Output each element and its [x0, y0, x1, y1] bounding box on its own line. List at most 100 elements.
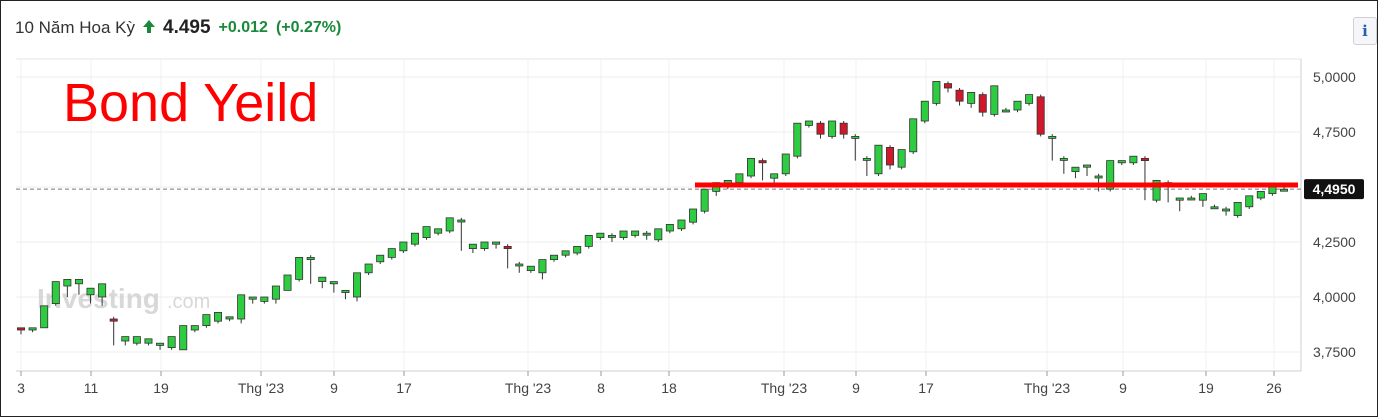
candle: [376, 254, 385, 264]
candle-body-up: [793, 122, 802, 157]
candle-body-down: [886, 146, 895, 166]
instrument-name: 10 Năm Hoa Kỳ: [15, 18, 135, 37]
candle-body-down: [978, 94, 987, 113]
price-change: +0.012: [218, 19, 268, 36]
candle: [955, 88, 964, 106]
candle-body-up: [596, 232, 605, 238]
candle: [144, 338, 153, 346]
candle: [399, 241, 408, 253]
candle: [445, 217, 454, 234]
candle: [86, 287, 95, 304]
candle-body-up: [1152, 179, 1161, 201]
candle-body-up: [225, 316, 234, 320]
candle: [781, 153, 790, 176]
candle: [329, 281, 338, 293]
candle-body-up: [550, 254, 559, 260]
candle: [1071, 166, 1080, 179]
x-tick-label: 11: [84, 380, 99, 396]
candle: [248, 296, 257, 304]
candle-body-up: [1117, 160, 1126, 164]
candle-body-up: [202, 314, 211, 327]
candle: [1210, 204, 1219, 210]
candle-body-up: [677, 219, 686, 230]
candle: [28, 327, 37, 333]
candle: [51, 281, 60, 306]
candle: [318, 276, 327, 289]
candle: [642, 231, 651, 240]
candle: [74, 278, 83, 295]
candle-body-up: [689, 208, 698, 223]
candle-body-up: [631, 230, 640, 236]
candle-body-down: [17, 327, 25, 331]
candle: [978, 92, 987, 117]
candle-body-up: [422, 226, 431, 239]
candle: [1048, 134, 1057, 161]
candle-body-down: [1036, 96, 1045, 135]
candle: [1140, 156, 1149, 201]
candle: [295, 256, 304, 282]
candle: [677, 219, 686, 231]
candle-body-up: [144, 338, 153, 344]
candle: [98, 283, 107, 306]
candle: [213, 311, 222, 324]
candle: [1025, 94, 1034, 106]
x-tick-label: 8: [597, 380, 605, 396]
candle-body-up: [51, 281, 60, 305]
current-value-label: 4,4950: [1313, 181, 1356, 197]
candle-body-up: [932, 81, 941, 104]
candle-body-up: [828, 120, 837, 137]
candle: [920, 100, 929, 124]
candle-body-up: [295, 256, 304, 280]
candle: [121, 336, 130, 346]
candle-body-up: [607, 234, 616, 238]
x-tick-label: 3: [17, 380, 25, 396]
candle-body-down: [955, 89, 964, 102]
candle-body-up: [909, 118, 918, 153]
candle-body-up: [584, 234, 593, 247]
candle-body-up: [468, 243, 477, 249]
candle: [1187, 195, 1196, 201]
candle-body-down: [109, 318, 118, 322]
candle: [1036, 94, 1045, 137]
candle-body-up: [770, 173, 779, 179]
candle-body-up: [329, 281, 338, 285]
candle: [746, 157, 755, 179]
candle: [387, 248, 396, 260]
candle: [526, 265, 535, 273]
investing-watermark: Investing .com: [37, 283, 210, 314]
candle: [271, 285, 280, 304]
candles: [17, 81, 1288, 351]
candle: [364, 263, 373, 275]
candle: [665, 223, 674, 234]
candle: [770, 173, 779, 183]
candle-body-up: [63, 278, 72, 287]
candle: [1222, 206, 1231, 216]
candle: [1245, 195, 1254, 209]
info-icon: i: [1362, 22, 1368, 40]
candle: [190, 325, 199, 333]
candle-body-up: [990, 85, 999, 115]
candle-body-up: [573, 245, 582, 254]
candle: [932, 81, 941, 106]
candle: [40, 305, 49, 329]
candle: [550, 254, 559, 262]
candle: [990, 85, 999, 117]
candle-body-up: [862, 157, 871, 161]
candle: [793, 122, 802, 159]
candle-body-down: [503, 245, 512, 249]
x-tick-label: Thg '23: [505, 380, 551, 396]
candle: [480, 241, 489, 251]
candle-body-up: [40, 305, 49, 329]
info-button[interactable]: i: [1353, 17, 1377, 45]
candle-body-up: [364, 263, 373, 274]
candle: [909, 118, 918, 154]
candle: [538, 259, 547, 280]
candle-body-up: [283, 274, 292, 291]
candle: [283, 274, 292, 291]
candle: [237, 294, 246, 324]
x-tick-label: 9: [1119, 380, 1127, 396]
candle-body-up: [434, 228, 443, 234]
candle-body-up: [306, 256, 315, 260]
